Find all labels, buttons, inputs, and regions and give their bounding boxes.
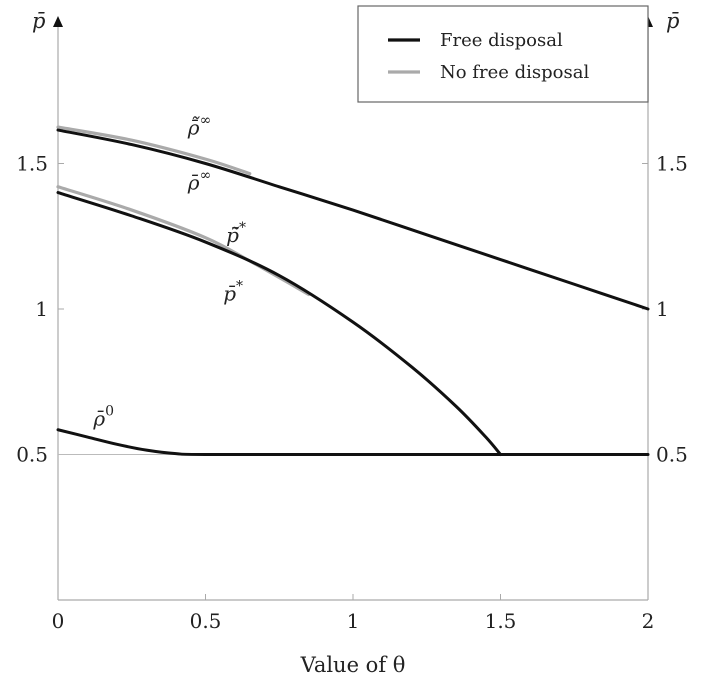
y-tick-label-right: 0.5 [656, 443, 688, 467]
legend-label: No free disposal [440, 62, 589, 83]
y-axis-right-title: p̄ [666, 9, 679, 33]
lbl-rho-inf: ρ̄∞ [187, 168, 211, 195]
y-tick-label-left: 1 [35, 297, 48, 321]
y-tick-label-right: 1.5 [656, 152, 688, 176]
y-tick-label-right: 1 [656, 297, 669, 321]
x-tick-label: 1.5 [485, 609, 517, 633]
x-tick-label: 1 [347, 609, 360, 633]
legend-label: Free disposal [440, 30, 563, 51]
lbl-rho-inf-tilde: ρ̄̃∞ [187, 112, 211, 139]
x-tick-label: 0.5 [190, 609, 222, 633]
legend-box [357, 5, 649, 103]
series-line-p-star-free [56, 191, 502, 456]
series-line-rho-zero-free [56, 428, 650, 457]
y-tick-label-left: 0.5 [16, 443, 48, 467]
y-axis-left-arrow [53, 16, 63, 27]
lbl-p-star: p̄* [223, 278, 243, 305]
x-tick-label: 0 [52, 609, 65, 633]
axes: p̄ p̄ Value of θ 0 0.5 1 1.5 2 0.5 0.5 1 1 1.5 1.5 [16, 9, 688, 677]
legend: Free disposal No free disposal [357, 5, 649, 103]
series-line-rho-inf-free [56, 128, 650, 311]
x-axis-title: Value of θ [300, 653, 406, 677]
lbl-p-star-tilde: p̄̃* [226, 220, 246, 247]
series-lines [56, 125, 650, 457]
x-tick-label: 2 [642, 609, 655, 633]
y-tick-label-left: 1.5 [16, 152, 48, 176]
curve-labels: ρ̄̃∞ ρ̄∞ p̄̃* p̄* ρ̄0 [92, 112, 246, 430]
y-axis-left-title: p̄ [32, 9, 45, 33]
lbl-rho-zero: ρ̄0 [92, 403, 114, 430]
series-line-rho-inf-nofree [56, 125, 252, 176]
